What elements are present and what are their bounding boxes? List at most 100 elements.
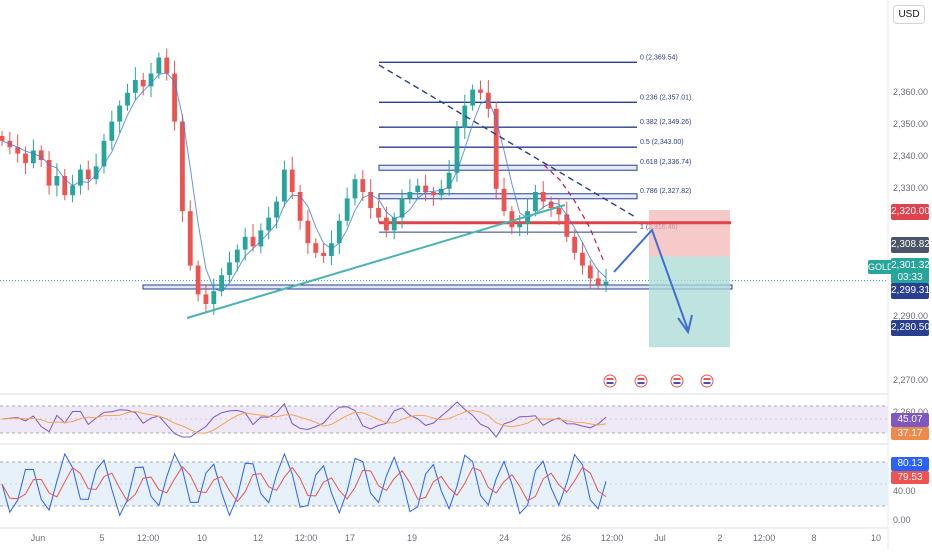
candle-body	[587, 265, 593, 279]
fib-level-label: 0.382 (2,349.26)	[640, 119, 691, 126]
flag-stripe	[703, 382, 711, 384]
candle-body	[485, 92, 491, 109]
candle-body	[454, 127, 460, 173]
candle-body	[164, 57, 170, 74]
price-tick: 2,350.00	[893, 118, 929, 129]
candle-body	[266, 217, 272, 231]
candle-body	[297, 191, 303, 221]
candle-body	[203, 294, 209, 304]
price-tick: 2,260.00	[893, 406, 929, 417]
candle-body	[101, 140, 107, 167]
fib-zone	[378, 193, 638, 200]
event-circle	[634, 374, 648, 388]
rsi-signal-label: 37.17	[891, 427, 929, 440]
support-zone	[142, 284, 733, 290]
candle-body	[38, 150, 44, 160]
candle-body	[446, 172, 452, 189]
candle-body	[305, 220, 311, 244]
projection-arrowhead	[677, 314, 693, 335]
fib-level-label: 0 (2,369.54)	[640, 54, 678, 61]
candle-body	[195, 265, 201, 295]
candle-body	[78, 169, 83, 186]
candle-body	[313, 243, 319, 253]
candle-body	[368, 191, 374, 208]
candle-body	[564, 214, 570, 237]
us-flag-icon	[670, 374, 684, 388]
time-tick: 12:00	[600, 533, 624, 543]
rsi-value-label: 45.07	[891, 413, 929, 427]
candle-body	[148, 73, 154, 87]
candle-body	[85, 169, 91, 180]
candle-body	[242, 236, 248, 250]
candle-body	[219, 275, 225, 292]
trendline-support	[186, 204, 566, 319]
price-tick: 2,330.00	[893, 182, 929, 193]
candle-body	[423, 185, 428, 192]
candle-body	[140, 79, 146, 87]
candle-body	[125, 92, 130, 106]
candle-body	[509, 211, 515, 228]
flag-stripe	[637, 382, 645, 384]
candle-body	[438, 188, 444, 196]
candle-body	[281, 169, 287, 202]
resistance-price-label: 2,320.00	[891, 204, 930, 220]
candle-body	[23, 153, 28, 164]
take-profit-zone	[649, 256, 730, 348]
candle-body	[470, 89, 476, 106]
us-flag-icon	[634, 374, 648, 388]
time-tick: 8	[811, 533, 817, 543]
moving-average-line	[1, 72, 607, 292]
candle-body	[250, 236, 256, 247]
price-tick: 2,340.00	[893, 150, 929, 161]
candle-body	[533, 191, 538, 212]
fib-level-label: 0.618 (2,336.74)	[640, 159, 691, 166]
candle-body	[376, 207, 381, 218]
event-circle	[603, 374, 617, 388]
flag-stripe	[673, 382, 681, 384]
countdown-label: 03:33	[891, 272, 929, 284]
candle-body	[117, 105, 123, 122]
rsi-signal-line	[1, 409, 607, 434]
candle-body	[211, 291, 217, 304]
entry-price-label: 2,308.82	[891, 237, 930, 253]
candle-body	[54, 175, 60, 186]
candle-body	[344, 198, 350, 221]
candle-body	[462, 105, 468, 128]
time-tick: 12	[252, 533, 264, 543]
candle-body	[383, 217, 389, 231]
stoch-band	[0, 462, 888, 506]
time-tick: 17	[344, 533, 356, 543]
event-circle	[700, 374, 714, 388]
channel-line	[543, 164, 605, 263]
candle-body	[93, 166, 99, 180]
currency-button[interactable]: USD	[893, 5, 925, 24]
price-tick: 2,290.00	[893, 310, 929, 321]
candle-body	[329, 243, 334, 256]
last-price-label: 2,301.32	[891, 258, 930, 274]
candle-body	[30, 150, 36, 164]
time-tick: 26	[560, 533, 572, 543]
candle-body	[187, 211, 193, 266]
candle-body	[415, 185, 421, 192]
time-tick: Jun	[30, 533, 46, 543]
candle-body	[172, 73, 177, 122]
event-circle	[670, 374, 684, 388]
candle-body	[493, 108, 499, 189]
candle-body	[352, 179, 358, 199]
rsi-line	[1, 401, 607, 438]
time-tick: 2	[717, 533, 723, 543]
candle-body	[603, 281, 609, 285]
flag-stripe	[673, 378, 681, 380]
candle-body	[360, 179, 366, 192]
target-price-label: 2,280.50	[891, 320, 930, 336]
candle-body	[540, 191, 546, 202]
candle-body	[478, 89, 483, 93]
flag-stripe	[606, 378, 614, 380]
price-tick: 2,360.00	[893, 86, 929, 97]
price-tick: 2,270.00	[893, 374, 929, 385]
candle-body	[0, 135, 5, 141]
stoch-d-line	[1, 465, 607, 503]
stop-loss-zone	[649, 210, 730, 257]
time-tick: 12:00	[294, 533, 318, 543]
